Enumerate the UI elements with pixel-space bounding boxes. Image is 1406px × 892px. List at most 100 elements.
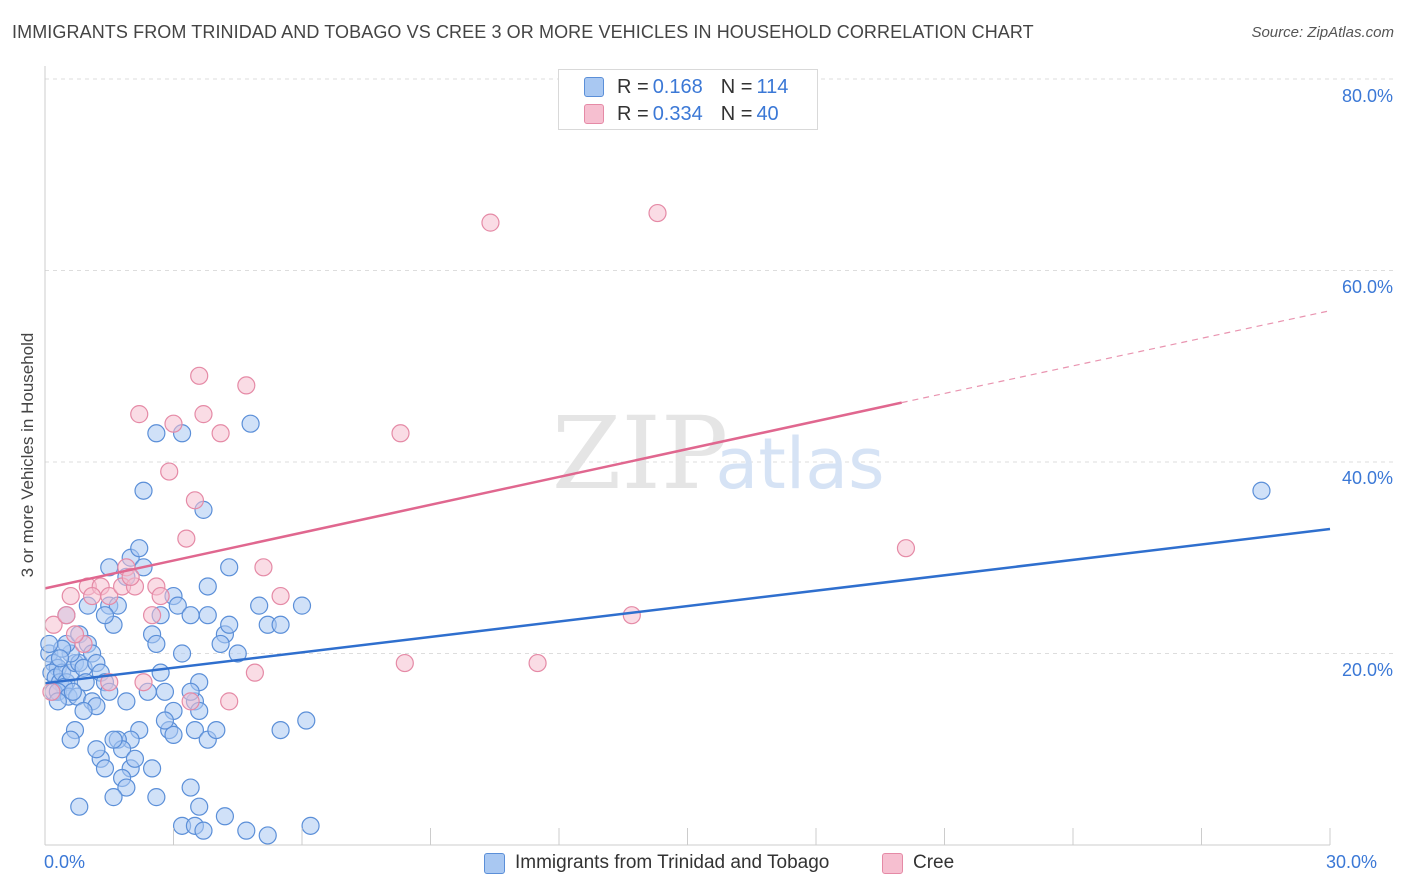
- trinidad-point: [117, 778, 136, 797]
- trinidad-point: [172, 644, 192, 663]
- trinidad-point: [147, 634, 166, 654]
- r-value: 0.168: [652, 75, 703, 98]
- trinidad-point: [194, 821, 213, 840]
- trinidad-point: [185, 720, 205, 740]
- trinidad-point: [104, 730, 123, 749]
- cree-point: [254, 558, 273, 577]
- trinidad-point: [147, 788, 166, 807]
- cree-point: [245, 663, 264, 682]
- n-value: 114: [756, 75, 789, 98]
- trinidad-point: [241, 414, 260, 433]
- trinidad-point: [104, 788, 123, 807]
- y-tick-label-40: 40.0%: [1341, 468, 1393, 488]
- y-tick-label-60: 60.0%: [1341, 277, 1393, 297]
- cree-point: [190, 366, 209, 385]
- legend-label-cree: Cree: [913, 852, 955, 873]
- trinidad-point: [181, 778, 200, 797]
- cree-point: [130, 405, 149, 424]
- cree-point: [896, 539, 916, 558]
- legend-label-trinidad: Immigrants from Trinidad and Tobago: [515, 852, 830, 873]
- cree-point: [121, 567, 140, 587]
- legend-item-cree: Cree: [882, 852, 954, 874]
- trinidad-point: [155, 711, 175, 730]
- series1-swatch: [584, 77, 604, 97]
- legend-row-series1: R = 0.168 N = 114: [584, 75, 789, 99]
- cree-point: [83, 586, 102, 606]
- trinidad-point: [151, 663, 170, 682]
- cree-point: [61, 586, 80, 606]
- cree-swatch: [882, 852, 903, 874]
- x-tick-label-min: 0.0%: [44, 852, 86, 872]
- cree-point: [160, 462, 179, 481]
- trinidad-point: [292, 596, 312, 615]
- trinidad-point: [1252, 481, 1271, 500]
- r-label: R =: [617, 102, 649, 125]
- correlation-legend: R = 0.168 N = 114 R = 0.334 N = 40: [558, 69, 818, 130]
- x-tick-label-max: 30.0%: [1326, 852, 1378, 872]
- trinidad-point: [207, 720, 226, 740]
- trinidad-point: [125, 749, 145, 768]
- trinidad-point: [95, 606, 115, 625]
- cree-point: [151, 586, 170, 606]
- series2-swatch: [584, 104, 604, 124]
- cree-point: [164, 414, 183, 433]
- trinidad-point: [211, 634, 230, 654]
- trinidad-point: [190, 797, 209, 816]
- trinidad-point: [164, 725, 183, 744]
- trinidad-point: [168, 596, 187, 615]
- watermark-atlas: atlas: [715, 423, 884, 505]
- trinidad-point: [220, 558, 239, 577]
- trinidad-point: [40, 634, 59, 654]
- n-label: N =: [720, 75, 753, 98]
- trinidad-point: [95, 759, 115, 778]
- legend-item-trinidad: Immigrants from Trinidad and Tobago: [484, 852, 829, 874]
- cree-trend-extension: [901, 310, 1331, 404]
- trinidad-point: [181, 606, 200, 625]
- watermark-zip: ZIP: [552, 395, 728, 512]
- trinidad-point: [198, 577, 217, 596]
- trinidad-point: [117, 692, 136, 711]
- y-tick-label-80: 80.0%: [1341, 86, 1393, 106]
- legend-row-series2: R = 0.334 N = 40: [584, 102, 779, 126]
- trinidad-point: [87, 740, 106, 759]
- cree-point: [271, 586, 290, 606]
- cree-point: [181, 692, 200, 711]
- r-value: 0.334: [652, 102, 703, 125]
- trinidad-point: [70, 797, 89, 816]
- trinidad-point: [74, 701, 93, 721]
- trinidad-point: [134, 481, 153, 500]
- trinidad-point: [228, 644, 247, 663]
- chart-source: Source: ZipAtlas.com: [1251, 24, 1394, 41]
- chart-title: IMMIGRANTS FROM TRINIDAD AND TOBAGO VS C…: [12, 22, 1034, 42]
- cree-point: [237, 376, 256, 395]
- trinidad-point: [198, 606, 217, 625]
- cree-point: [142, 606, 162, 625]
- trinidad-point: [271, 720, 290, 740]
- trinidad-point: [63, 682, 82, 701]
- trinidad-point: [220, 615, 239, 634]
- cree-point: [528, 653, 547, 673]
- n-label: N =: [720, 102, 753, 125]
- cree-point: [395, 653, 414, 673]
- cree-point: [622, 606, 641, 625]
- cree-point: [177, 529, 196, 548]
- cree-point: [220, 692, 239, 711]
- cree-point: [100, 673, 119, 692]
- trinidad-trend-line: [44, 527, 1331, 685]
- cree-trend-line: [44, 401, 902, 590]
- trinidad-point: [250, 596, 269, 615]
- cree-point: [481, 213, 500, 232]
- trinidad-point: [297, 711, 316, 730]
- y-tick-label-20: 20.0%: [1341, 660, 1393, 680]
- trinidad-swatch: [484, 852, 505, 874]
- trinidad-point: [258, 826, 277, 845]
- cree-point: [648, 203, 667, 223]
- trinidad-point: [50, 649, 70, 668]
- trinidad-point: [155, 682, 175, 701]
- trinidad-point: [61, 730, 80, 749]
- trinidad-point: [142, 759, 162, 778]
- trinidad-point: [237, 821, 256, 840]
- cree-point: [185, 491, 205, 510]
- cree-point: [57, 606, 76, 625]
